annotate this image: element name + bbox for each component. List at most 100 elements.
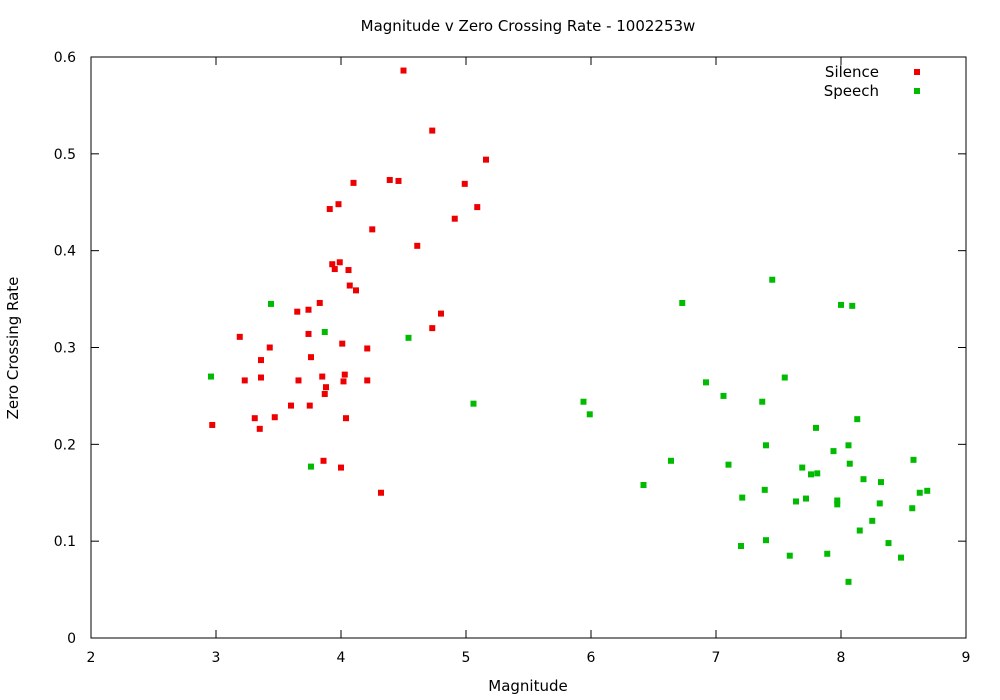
data-point-silence [305,330,312,337]
data-point-speech [803,495,809,502]
data-point-silence [326,206,333,213]
data-point-speech [208,373,214,380]
data-points [208,67,931,585]
y-tick-label: 0.3 [54,341,76,357]
y-tick-label: 0 [67,631,76,647]
data-point-silence [429,127,436,134]
data-point-speech [720,392,727,399]
data-point-silence [474,204,481,211]
data-point-speech [830,448,837,455]
data-point-speech [878,479,884,486]
data-point-speech [876,500,883,507]
data-point-speech [781,374,788,381]
data-point-speech [885,540,892,547]
data-point-silence [364,377,371,384]
data-point-silence [400,67,407,74]
data-point-speech [640,482,647,489]
data-point-speech [470,400,477,407]
data-point-speech [910,456,917,463]
data-point-silence [483,156,489,163]
x-tick-label: 3 [212,650,221,666]
data-point-speech [838,301,844,308]
data-point-silence [209,421,216,428]
data-point-silence [338,464,344,471]
y-axis-tick-labels: 0 0.1 0.2 0.3 0.4 0.5 0.6 [54,50,76,647]
data-point-speech [799,464,806,471]
legend-marker-speech [914,88,920,94]
data-point-speech [854,416,861,423]
data-point-speech [759,398,766,405]
data-point-speech [834,501,841,508]
data-point-silence [414,242,421,249]
series-speech [208,276,931,585]
y-tick-label: 0.2 [54,437,76,453]
data-point-speech [808,471,814,478]
data-point-speech [738,543,744,550]
data-point-silence [331,266,338,273]
data-point-silence [350,179,357,186]
x-tick-label: 2 [87,650,96,666]
data-point-silence [364,345,371,352]
data-point-silence [438,310,444,317]
x-axis-tick-labels: 2 3 4 5 6 7 8 9 [87,650,971,666]
data-point-speech [845,442,852,449]
data-point-speech [909,505,916,512]
data-point-speech [586,411,593,418]
plot-area-frame [90,56,967,639]
data-point-speech [856,527,863,534]
data-point-silence [251,415,258,422]
data-point-speech [580,398,587,405]
data-point-silence [241,377,248,384]
y-tick-label: 0.6 [54,50,76,66]
data-point-silence [266,344,273,351]
data-point-speech [739,494,746,501]
data-point-silence [319,373,326,380]
x-axis-label: Magnitude [488,677,567,695]
legend-marker-silence [914,69,920,75]
x-tick-label: 8 [837,650,846,666]
data-point-silence [271,414,278,421]
data-point-speech [834,497,841,504]
data-point-silence [429,325,436,332]
data-point-speech [703,379,709,386]
y-tick-label: 0.5 [54,147,76,163]
data-point-silence [305,306,312,313]
data-point-silence [395,177,402,184]
data-point-silence [369,226,376,233]
series-silence [209,67,489,496]
data-point-speech [845,578,852,585]
data-point-silence [340,378,347,385]
x-tick-label: 5 [462,650,471,666]
data-point-speech [763,537,769,544]
tick-marks [90,56,967,639]
x-tick-label: 6 [587,650,596,666]
data-point-speech [321,329,328,336]
data-point-speech [679,299,686,306]
data-point-silence [258,357,264,364]
data-point-silence [308,354,314,361]
data-point-speech [846,460,853,467]
x-tick-label: 9 [962,650,971,666]
data-point-speech [916,489,923,496]
data-point-speech [824,550,831,557]
data-point-speech [793,498,799,505]
data-point-silence [353,287,359,294]
data-point-speech [405,334,412,341]
data-point-speech [763,442,769,449]
data-point-speech [924,487,931,494]
data-point-silence [335,201,342,208]
legend-label-silence: Silence [825,63,879,81]
data-point-silence [336,259,343,266]
data-point-speech [898,554,904,561]
legend-label-speech: Speech [824,82,879,100]
x-tick-label: 4 [337,650,346,666]
data-point-silence [461,180,468,187]
data-point-silence [346,282,353,289]
chart-title: Magnitude v Zero Crossing Rate - 1002253… [361,17,696,35]
data-point-silence [256,425,263,432]
data-point-silence [386,176,393,183]
data-point-silence [306,402,313,409]
data-point-silence [345,267,352,274]
data-point-silence [339,340,346,347]
